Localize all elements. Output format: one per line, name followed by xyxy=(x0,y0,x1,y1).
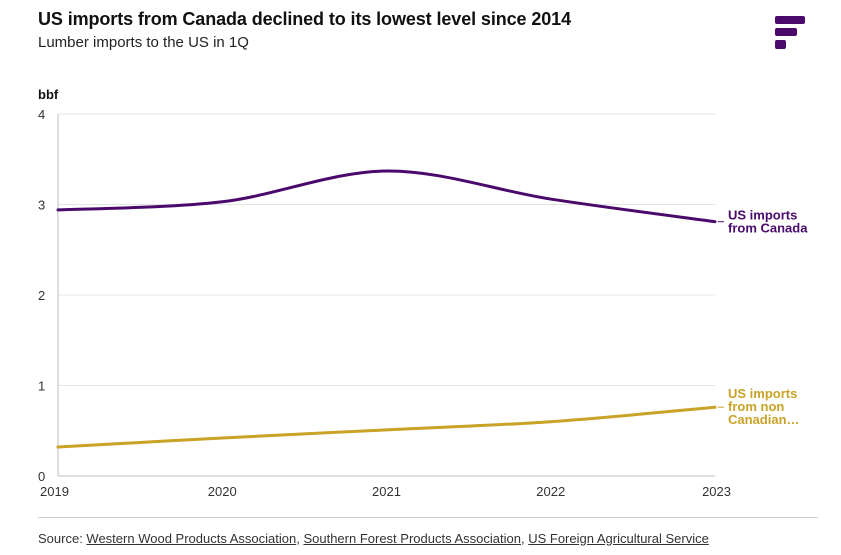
chart-title: US imports from Canada declined to its l… xyxy=(38,9,571,29)
series-label: Canadian… xyxy=(728,412,800,427)
y-tick-label: 2 xyxy=(38,288,45,303)
footer-divider xyxy=(38,517,818,518)
source-footer: Source: Western Wood Products Associatio… xyxy=(38,531,709,546)
series-label: US imports xyxy=(728,386,797,401)
y-tick-label: 1 xyxy=(38,379,45,394)
source-link[interactable]: Western Wood Products Association xyxy=(86,531,297,546)
x-tick-label: 2019 xyxy=(40,484,69,499)
series-line-non-canadian xyxy=(56,405,717,449)
source-link[interactable]: US Foreign Agricultural Service xyxy=(528,531,709,546)
series-label: US imports xyxy=(728,208,797,223)
x-tick-label: 2021 xyxy=(372,484,401,499)
x-tick-label: 2022 xyxy=(536,484,565,499)
y-tick-label: 0 xyxy=(38,469,45,484)
source-separator: , xyxy=(296,531,304,546)
source-link[interactable]: Southern Forest Products Association xyxy=(303,531,521,546)
source-separator: , xyxy=(520,531,529,546)
y-axis-label: bbf xyxy=(38,87,59,102)
x-tick-label: 2020 xyxy=(208,484,237,499)
series-label: from non xyxy=(728,399,784,414)
series-line-canada xyxy=(56,169,717,224)
series-label: from Canada xyxy=(728,221,808,236)
brand-f-logo-icon xyxy=(775,16,807,50)
y-tick-label: 4 xyxy=(38,107,45,122)
chart-subtitle: Lumber imports to the US in 1Q xyxy=(38,34,249,51)
source-prefix: Source: xyxy=(38,531,87,546)
y-tick-label: 3 xyxy=(38,198,45,213)
x-tick-label: 2023 xyxy=(702,484,731,499)
